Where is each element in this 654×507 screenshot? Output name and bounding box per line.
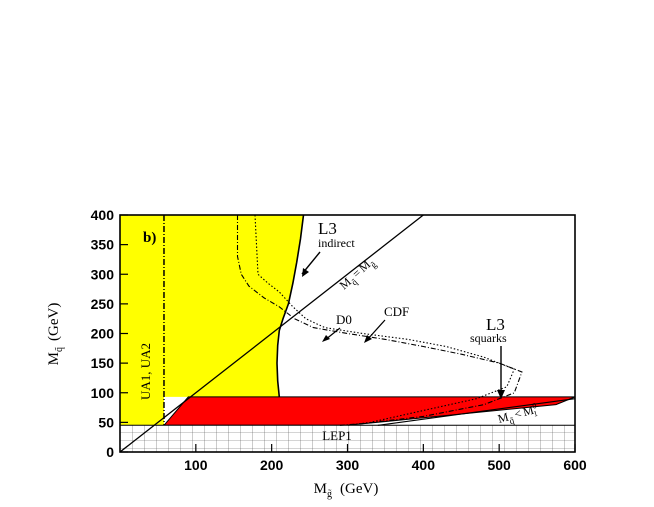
- y-tick-label: 50: [98, 414, 114, 430]
- x-tick-label: 300: [336, 457, 360, 473]
- panel-label: b): [143, 230, 156, 246]
- l3-indirect-label: L3: [318, 219, 337, 238]
- y-tick-label: 400: [91, 207, 115, 223]
- y-axis: 0 50 100 150 200 250 300 350 400: [91, 207, 128, 460]
- d0-label: D0: [336, 312, 352, 327]
- ua1-ua2-label: UA1, UA2: [138, 343, 153, 400]
- y-axis-title: Mq̃(GeV): [46, 303, 65, 366]
- diagonal-equality-label: Mq̃=Mg̃: [337, 254, 379, 294]
- x-tick-label: 200: [260, 457, 284, 473]
- y-tick-label: 150: [91, 355, 115, 371]
- y-tick-label: 250: [91, 296, 115, 312]
- l3-indirect-sublabel: indirect: [318, 236, 355, 250]
- cdf-limit-curve: [254, 215, 516, 426]
- cdf-arrowhead: [364, 335, 372, 343]
- neutralino-boundary-line: [377, 398, 575, 426]
- lep1-label: LEP1: [322, 428, 352, 443]
- mass-equality-diagonal: [120, 215, 424, 452]
- x-tick-label: 600: [563, 457, 587, 473]
- y-tick-label: 100: [91, 385, 115, 401]
- svg-text:Mq̃=Mg̃: Mq̃=Mg̃: [337, 254, 379, 294]
- y-tick-label: 300: [91, 266, 115, 282]
- x-tick-label: 100: [184, 457, 208, 473]
- l3-squarks-sublabel: squarks: [470, 331, 507, 345]
- lep1-region: [120, 424, 575, 452]
- d0-limit-curve: [236, 215, 523, 426]
- l3-squarks-arrowhead: [497, 390, 505, 399]
- y-tick-label: 0: [106, 444, 114, 460]
- cdf-arrow: [366, 319, 386, 341]
- y-tick-label: 200: [91, 326, 115, 342]
- x-tick-label: 500: [487, 457, 511, 473]
- l3-squarks-label: L3: [486, 315, 505, 334]
- x-axis-title: Mg̃ (GeV): [314, 481, 379, 500]
- plot-frame: [119, 214, 576, 453]
- svg-text:Mq̃<M01: Mq̃<M01: [496, 401, 540, 429]
- x-tick-label: 400: [412, 457, 436, 473]
- l3-indirect-arrowhead: [302, 268, 309, 277]
- neutralino-relation-label: Mq̃<M01: [496, 401, 540, 429]
- x-axis: 100 200 300 400 500 600: [184, 444, 587, 473]
- svg-text:Mg̃(GeV): Mg̃ (GeV): [314, 481, 379, 500]
- l3-indirect-boundary: [276, 215, 305, 397]
- svg-text:Mq̃(GeV): Mq̃(GeV): [46, 303, 65, 366]
- y-tick-label: 350: [91, 237, 115, 253]
- cdf-label: CDF: [384, 304, 409, 319]
- d0-arrowhead: [322, 335, 330, 342]
